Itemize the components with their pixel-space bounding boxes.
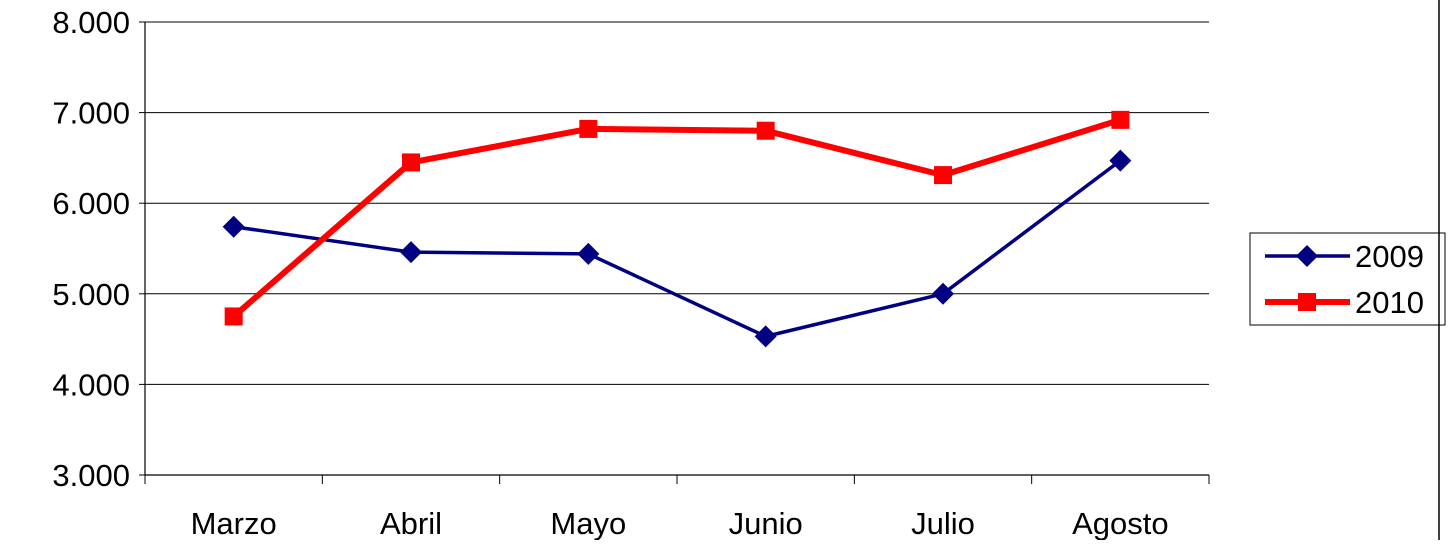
y-tick-label: 3.000 — [52, 458, 130, 493]
data-point — [400, 241, 422, 264]
data-point — [402, 153, 420, 172]
data-point — [754, 325, 777, 348]
series-line-2009 — [233, 159, 1122, 339]
y-tick-label: 4.000 — [52, 367, 130, 402]
legend-label: 2010 — [1355, 285, 1424, 320]
series-line-2010 — [231, 116, 1122, 319]
axes — [139, 21, 1210, 484]
series-2010 — [224, 110, 1130, 326]
x-tick-label: Marzo — [191, 506, 277, 540]
legend: 2009 2010 — [1249, 232, 1446, 326]
x-tick-label: Abril — [380, 506, 442, 540]
x-tick-label: Junio — [729, 506, 803, 540]
y-tick-labels: 3.000 4.000 5.000 6.000 7.000 8.000 — [52, 5, 130, 493]
data-point — [579, 119, 598, 138]
data-point — [756, 121, 775, 140]
x-tick-label: Julio — [911, 506, 975, 540]
gridlines — [145, 21, 1209, 385]
y-tick-label: 5.000 — [52, 277, 130, 312]
x-tick-label: Agosto — [1072, 506, 1169, 540]
y-tick-label: 8.000 — [52, 5, 130, 40]
data-point — [934, 166, 952, 185]
data-point — [932, 282, 954, 305]
series — [222, 110, 1132, 348]
x-tick-labels: Marzo Abril Mayo Junio Julio Agosto — [191, 506, 1169, 541]
legend-label: 2009 — [1355, 239, 1424, 274]
data-point — [222, 215, 245, 238]
legend-item-2010: 2010 — [1265, 285, 1424, 320]
legend-box — [1249, 232, 1446, 326]
x-tick-label: Mayo — [550, 506, 626, 540]
data-point — [224, 307, 243, 326]
series-2009 — [222, 149, 1132, 348]
legend-item-2009: 2009 — [1265, 239, 1424, 274]
y-tick-label: 6.000 — [52, 186, 130, 221]
data-point — [1109, 149, 1132, 172]
data-point — [1111, 110, 1130, 129]
data-point — [577, 242, 600, 265]
legend-swatch-marker — [1298, 293, 1316, 311]
y-tick-label: 7.000 — [52, 96, 130, 131]
legend-swatch-marker — [1296, 245, 1318, 267]
